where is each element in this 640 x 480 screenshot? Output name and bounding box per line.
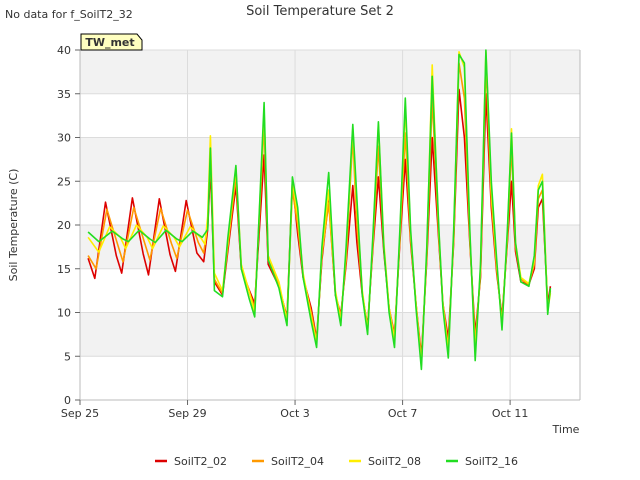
y-tick-label: 40 [57,44,71,57]
station-badge-label: TW_met [85,36,134,49]
y-tick-label: 25 [57,175,71,188]
legend-label: SoilT2_04 [271,455,324,468]
station-badge: TW_met [80,33,143,51]
plot-band [80,137,580,182]
y-axis-label: Soil Temperature (C) [7,169,20,282]
legend-label: SoilT2_08 [368,455,421,468]
y-tick-label: 0 [64,394,71,407]
legend: SoilT2_02 SoilT2_04 SoilT2_08 SoilT2_16 [155,455,518,468]
plot-band [80,312,580,357]
x-axis-label: Time [552,423,580,436]
y-tick-label: 10 [57,307,71,320]
x-tick-label: Oct 7 [388,407,418,420]
y-tick-label: 30 [57,132,71,145]
y-tick-label: 20 [57,219,71,232]
series-line-soilt2-16 [87,49,552,371]
chart-title: Soil Temperature Set 2 [246,4,394,19]
x-tick-label: Sep 25 [61,407,99,420]
legend-label: SoilT2_16 [465,455,518,468]
plot-band [80,50,580,94]
no-data-note: No data for f_SoilT2_32 [5,8,133,21]
x-tick-label: Sep 29 [168,407,206,420]
y-tick-label: 5 [64,350,71,363]
legend-label: SoilT2_02 [174,455,227,468]
x-tick-label: Oct 3 [280,407,310,420]
y-tick-label: 35 [57,88,71,101]
axes: 0 5 10 15 20 25 30 35 40 Sep 25 Sep 29 Oct 3 Oct 7 Oc… [57,44,581,420]
x-tick-label: Oct 11 [492,407,529,420]
series-lines [87,49,552,371]
y-tick-label: 15 [57,263,71,276]
station-badge-shape [80,33,143,51]
